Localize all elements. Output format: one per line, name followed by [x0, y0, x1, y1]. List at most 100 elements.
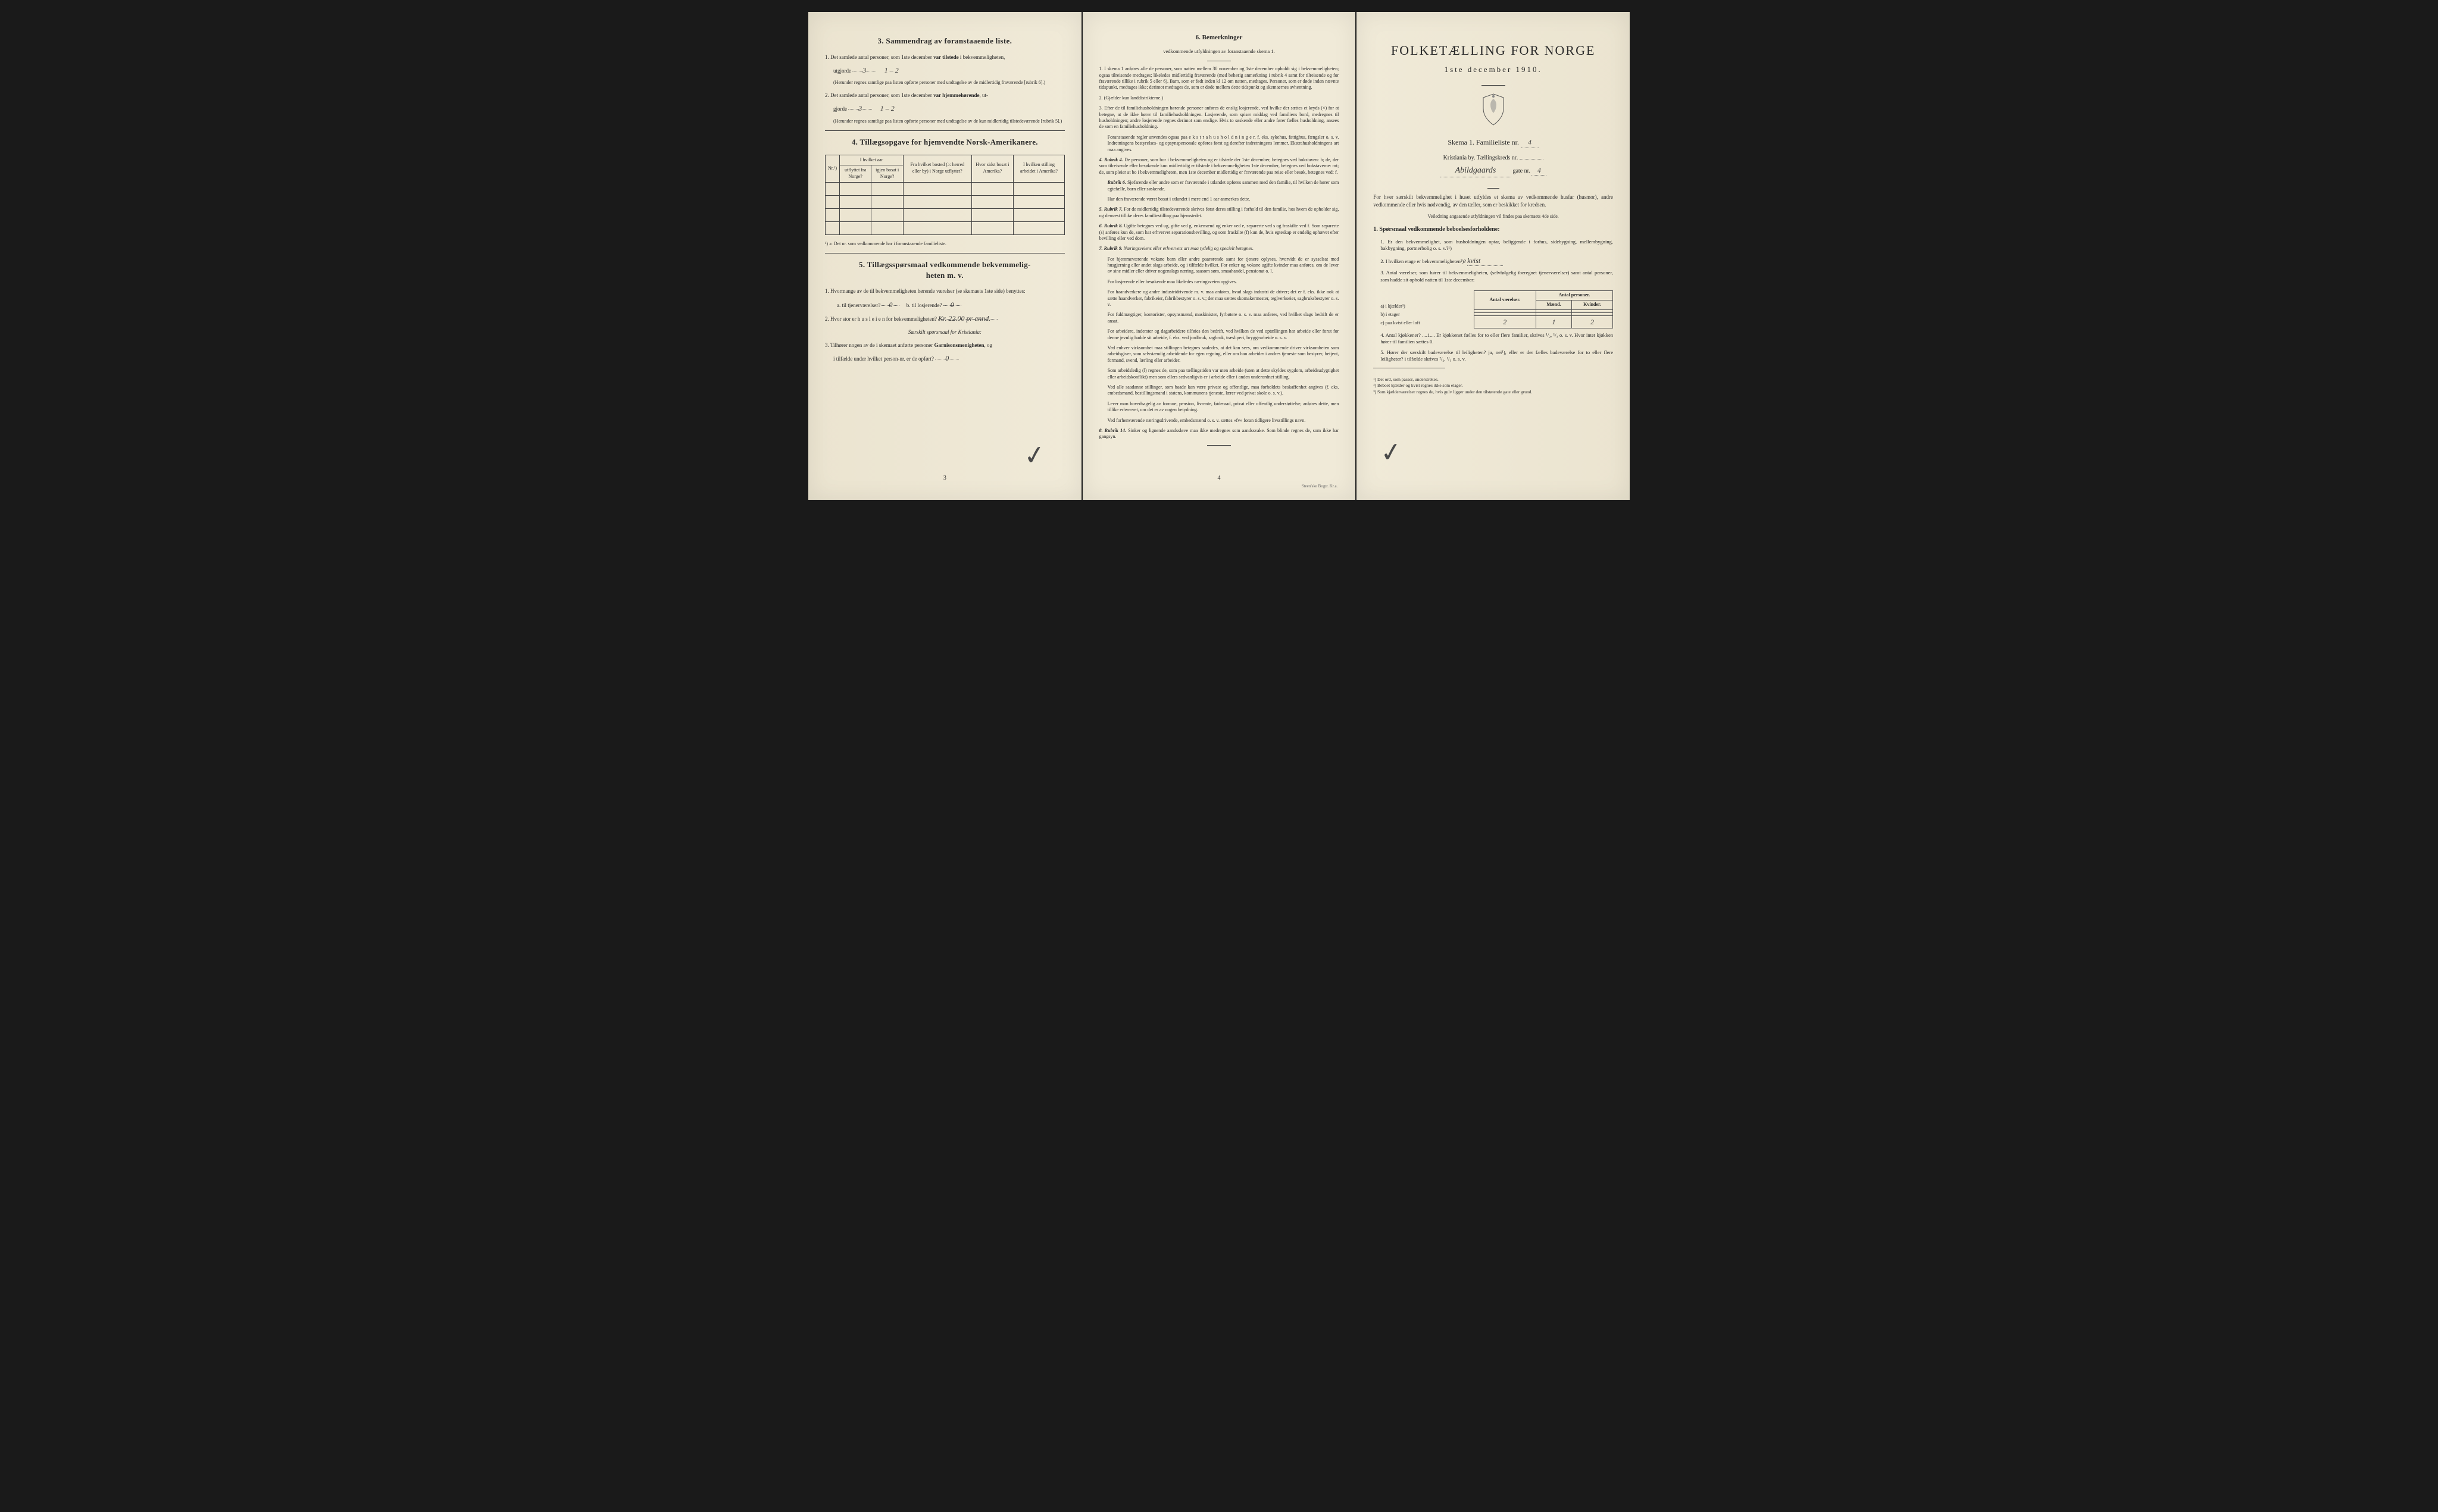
amerikanere-table: Nr.¹) I hvilket aar Fra hvilket bosted (… [825, 155, 1065, 235]
checkmark-icon: ✓ [1021, 436, 1048, 474]
section-3-item-1-note: (Herunder regnes samtlige paa listen opf… [833, 80, 1065, 86]
col-igjen: igjen bosat i Norge? [871, 165, 904, 183]
col-utflyttet: utflyttet fra Norge? [840, 165, 871, 183]
q1-4: 4. Antal kjøkkener? ....1.... Er kjøkken… [1380, 332, 1613, 346]
section-3-title: 3. Sammendrag av foranstaaende liste. [825, 36, 1065, 46]
section-3-item-1-line2: utgjorde 3 1 – 2 [833, 65, 1065, 75]
text: Sinker og lignende aandssløve maa ikke m… [1099, 428, 1339, 439]
text: Sjøfarende eller andre som er fraværende… [1108, 180, 1339, 191]
table-row [826, 182, 1065, 195]
suffix: , og [984, 342, 992, 348]
bemerk-3-p2: Foranstaaende regler anvendes ogsaa paa … [1108, 134, 1339, 153]
address-block: Kristiania by. Tællingskreds nr. Abildga… [1373, 154, 1613, 177]
bemerk-7-p4: For haandverkere og andre industridriven… [1108, 289, 1339, 308]
tjener-value: 0 [882, 300, 899, 306]
main-title: FOLKETÆLLING FOR NORGE [1373, 42, 1613, 60]
tilstede-value: 3 [852, 65, 876, 71]
etage-value: kvist [1467, 256, 1503, 266]
bemerk-3-p1: 3. Efter de til familiehusholdningen hør… [1099, 105, 1339, 130]
skema-label: Skema 1. Familieliste nr. [1448, 138, 1519, 146]
bemerk-4-p3: Har den fraværende været bosat i utlande… [1108, 196, 1339, 202]
footnote-2: ²) Beboet kjælder og kvist regnes ikke s… [1373, 383, 1613, 389]
rubrik-label: 7. Rubrik 9. [1099, 246, 1123, 251]
text: For de midlertidig tilstedeværende skriv… [1099, 206, 1339, 218]
bold: Garnisonsmenigheten [934, 342, 984, 348]
bemerk-4-p2: Rubrik 6. Sjøfarende eller andre som er … [1108, 180, 1339, 192]
bemerk-7-p11: Ved forhenværende næringsdrivende, embed… [1108, 418, 1339, 424]
table-row [826, 208, 1065, 221]
checkmark-icon: ✓ [1378, 433, 1405, 471]
section-5-item-1: 1. Hvormange av de til bekvemmeligheten … [825, 287, 1065, 295]
page-3: 3. Sammendrag av foranstaaende liste. 1.… [808, 12, 1082, 500]
col-maend: Mænd. [1536, 300, 1571, 309]
rooms-table: Antal værelser. Antal personer. Mænd. Kv… [1474, 290, 1613, 328]
bemerk-1: 1. I skema 1 anføres alle de personer, s… [1099, 66, 1339, 91]
bemerk-2: 2. (Gjælder kun landdistrikterne.) [1099, 95, 1339, 101]
husleie-value: Kr. 22.00 pr annd. [938, 314, 998, 320]
page-cover: FOLKETÆLLING FOR NORGE 1ste december 191… [1356, 12, 1630, 500]
text: Ugifte betegnes ved ug, gifte ved g, enk… [1099, 223, 1339, 241]
bemerk-7-p9: Ved alle saadanne stillinger, som baade … [1108, 384, 1339, 397]
losjerende-value: 0 [943, 300, 961, 306]
section-4-footnote: ¹) ɔ: Det nr. som vedkommende har i fora… [825, 241, 1065, 247]
section-3-item-1: 1. Det samlede antal personer, som 1ste … [825, 54, 1065, 61]
label: 2. Hvor stor er h u s l e i e n for bekv… [825, 316, 937, 322]
text: i tilfælde under hvilket person-nr. er d… [833, 356, 934, 362]
section-4-title: 4. Tillægsopgave for hjemvendte Norsk-Am… [825, 137, 1065, 148]
row-c: c) paa kvist eller loft [1380, 320, 1473, 327]
page-number: 3 [943, 474, 946, 483]
familieliste-nr: 4 [1521, 137, 1539, 148]
item-suffix: , ut- [979, 92, 988, 98]
col-kvinder: Kvinder. [1572, 300, 1613, 309]
footnotes: ¹) Det ord, som passer, understrekes. ²)… [1373, 377, 1613, 396]
item-bold: var tilstede [933, 54, 959, 60]
table-row [826, 195, 1065, 208]
title-date: 1ste december 1910. [1373, 64, 1613, 75]
label: 2. I hvilken etage er bekvemmeligheten²)… [1380, 258, 1466, 264]
col-antal: Antal værelser. [1474, 291, 1536, 310]
hjemme-value: 3 [848, 104, 872, 109]
page-number: 4 [1218, 474, 1221, 483]
hjemme-range: 1 – 2 [880, 104, 895, 112]
bemerk-8: 8. Rubrik 14. Sinker og lignende aandssl… [1099, 428, 1339, 440]
text: 3. Tilhører nogen av de i skemaet anført… [825, 342, 934, 348]
section-6-title: 6. Bemerkninger [1099, 33, 1339, 42]
street-nr: 4 [1531, 165, 1546, 176]
bemerk-4: 4. Rubrik 4. De personer, som bor i bekv… [1099, 157, 1339, 176]
intro-note: Veiledning angaaende utfyldningen vil fi… [1373, 214, 1613, 220]
divider-short [1481, 85, 1505, 86]
section-6-subtitle: vedkommende utfyldningen av foranstaaend… [1099, 48, 1339, 55]
divider-short [1207, 445, 1231, 446]
section-3-item-2: 2. Det samlede antal personer, som 1ste … [825, 92, 1065, 99]
printers-mark: Steen'ske Bogtr. Kr.a. [1302, 484, 1338, 489]
col-sidst: Hvor sidst bosat i Amerika? [971, 155, 1014, 182]
item-bold: var hjemmehørende [933, 92, 979, 98]
bemerk-5: 5. Rubrik 7. For de midlertidig tilstede… [1099, 206, 1339, 219]
rubrik-label: 5. Rubrik 7. [1099, 206, 1123, 212]
item-text: 2. Det samlede antal personer, som 1ste … [825, 92, 933, 98]
page-4: 6. Bemerkninger vedkommende utfyldningen… [1083, 12, 1356, 500]
row-a: a) i kjælder³) [1380, 303, 1473, 310]
col-personer: Antal personer. [1536, 291, 1612, 300]
rooms-table-block: a) i kjælder³) b) i etager c) paa kvist … [1380, 287, 1613, 328]
rubrik-label: 4. Rubrik 4. [1099, 157, 1123, 162]
section-5-item-3-line2: i tilfælde under hvilket person-nr. er d… [833, 353, 1065, 362]
section-3-item-2-note: (Herunder regnes samtlige paa listen opf… [833, 118, 1065, 124]
crest-icon [1373, 93, 1613, 128]
garnison-value: 0 [935, 353, 959, 359]
table-row [826, 221, 1065, 234]
q1-2: 2. I hvilken etage er bekvemmeligheten²)… [1380, 256, 1613, 266]
q1-header: 1. Spørsmaal vedkommende beboelsesforhol… [1373, 226, 1613, 234]
section-5-title-2: heten m. v. [825, 270, 1065, 281]
label-a: a. til tjenerværelser? [837, 302, 880, 308]
section-5-item-3: 3. Tilhører nogen av de i skemaet anført… [825, 342, 1065, 349]
bemerk-7-p6: For arbeidere, inderster og dagarbeidere… [1108, 328, 1339, 341]
rubrik-label: 6. Rubrik 8. [1099, 223, 1123, 228]
item-suffix: i bekvemmeligheten, [959, 54, 1005, 60]
city-line: Kristiania by. Tællingskreds nr. [1373, 154, 1613, 162]
bemerk-7-p7: Ved enhver virksomhet maa stillingen bet… [1108, 345, 1339, 364]
text: Næringsveiens eller erhvervets art maa t… [1123, 246, 1254, 251]
bemerk-7-p2: For hjemmeværende vokane barn eller andr… [1108, 256, 1339, 275]
section-5-item-2: 2. Hvor stor er h u s l e i e n for bekv… [825, 314, 1065, 323]
section-5-title-1: 5. Tillægsspørsmaal vedkommende bekvemme… [825, 259, 1065, 270]
